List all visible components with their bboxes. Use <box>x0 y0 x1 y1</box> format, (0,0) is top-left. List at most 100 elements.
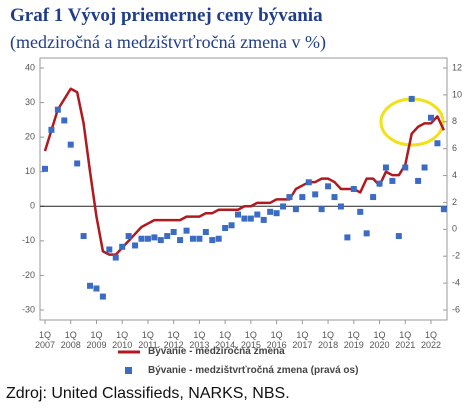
scatter-point <box>363 230 370 237</box>
y2-tick-label: 2 <box>452 197 457 207</box>
scatter-point <box>132 242 139 249</box>
y2-tick-label: 4 <box>452 170 457 180</box>
y-tick-label: -30 <box>22 304 35 314</box>
scatter-point <box>125 233 132 240</box>
scatter-point <box>151 234 158 241</box>
y2-tick-label: 6 <box>452 143 457 153</box>
x-tick-label: 1Q 2007 <box>34 330 56 350</box>
scatter-point <box>215 235 222 242</box>
scatter-point <box>389 177 396 184</box>
scatter-point <box>370 194 377 201</box>
scatter-point <box>61 117 68 124</box>
scatter-point <box>87 282 94 289</box>
y2-tick-label: 10 <box>452 89 462 99</box>
scatter-point <box>402 164 409 171</box>
x-tick-label: 1Q 2011 <box>138 330 158 350</box>
scatter-point <box>292 206 299 213</box>
scatter-point <box>74 160 81 167</box>
scatter-point <box>408 95 415 102</box>
x-tick-label: 1Q 2012 <box>163 330 184 350</box>
scatter-point <box>305 179 312 186</box>
scatter-point <box>350 186 357 192</box>
legend-label: Bývanie - medziročná zmena <box>148 346 285 357</box>
scatter-point <box>247 215 254 222</box>
x-tick-label: 1Q 2020 <box>369 330 390 350</box>
scatter-point <box>241 215 248 222</box>
scatter-point <box>170 229 177 236</box>
scatter-point <box>312 191 319 198</box>
y-tick-label: 40 <box>25 62 35 72</box>
scatter-point <box>189 235 196 242</box>
scatter-point <box>42 165 48 172</box>
scatter-point <box>164 233 171 240</box>
chart-title: Graf 1 Vývoj priemernej ceny bývania <box>10 5 323 26</box>
scatter-point <box>421 164 428 171</box>
scatter-point <box>331 194 338 201</box>
scatter-point <box>260 216 267 223</box>
scatter-point <box>202 229 209 236</box>
x-tick-label: 1Q 2014 <box>215 330 236 350</box>
y-tick-label: -10 <box>22 235 35 245</box>
x-tick-label: 1Q 2022 <box>420 330 442 350</box>
y2-tick-label: -6 <box>452 304 460 314</box>
scatter-point <box>286 194 293 201</box>
scatter-point <box>376 180 383 187</box>
x-tick-label: 1Q 2017 <box>292 330 313 350</box>
scatter-point <box>54 106 61 113</box>
scatter-point <box>267 208 274 215</box>
scatter-point <box>428 114 434 121</box>
scatter-point <box>382 164 389 171</box>
legend-marker <box>125 367 132 374</box>
scatter-point <box>395 233 402 240</box>
scatter-point <box>183 227 190 234</box>
x-tick-label: 1Q 2015 <box>240 330 261 350</box>
scatter-point <box>318 206 325 213</box>
y-tick-label: 30 <box>25 97 35 107</box>
legend-label: Bývanie - medzištvrťročná zmena (pravá o… <box>148 365 359 376</box>
x-tick-label: 1Q 2018 <box>318 330 339 350</box>
scatter-point <box>344 234 351 241</box>
scatter-point <box>48 126 55 133</box>
scatter-point <box>325 183 332 190</box>
scatter-point <box>280 203 287 210</box>
x-tick-label: 1Q 2009 <box>86 330 107 350</box>
chart-subtitle: (medziročná a medzištvrťročná zmena v %) <box>10 32 327 52</box>
scatter-point <box>112 254 119 261</box>
scatter-point <box>144 235 151 242</box>
scatter-point <box>80 233 87 240</box>
x-tick-label: 1Q 2021 <box>395 330 416 350</box>
y-tick-label: -20 <box>22 270 35 280</box>
source: Zdroj: United Classifieds, NARKS, NBS. <box>6 385 290 402</box>
scatter-point <box>138 235 145 242</box>
scatter-point <box>99 293 106 300</box>
scatter-point <box>337 203 344 210</box>
y-tick-label: 10 <box>25 166 35 176</box>
scatter-point <box>440 206 447 213</box>
scatter-point <box>299 194 306 201</box>
scatter-point <box>196 235 203 242</box>
scatter-point <box>157 237 164 244</box>
scatter-point <box>177 237 184 244</box>
x-tick-label: 1Q 2008 <box>60 330 81 350</box>
scatter-point <box>357 208 364 215</box>
x-tick-label: 1Q 2013 <box>189 330 210 350</box>
x-tick-label: 1Q 2010 <box>112 330 133 350</box>
scatter-point <box>235 211 241 218</box>
scatter-point <box>67 141 74 148</box>
scatter-point <box>209 237 216 244</box>
y2-tick-label: 12 <box>452 62 462 72</box>
plot-frame <box>39 57 448 321</box>
y2-tick-label: -4 <box>452 277 460 287</box>
scatter-point <box>228 222 235 229</box>
y2-tick-label: -2 <box>452 251 460 261</box>
x-tick-label: 1Q 2019 <box>343 330 364 350</box>
y-tick-label: 20 <box>25 132 35 142</box>
x-tick-label: 1Q 2016 <box>266 330 287 350</box>
scatter-point <box>222 224 229 231</box>
scatter-point <box>254 211 261 218</box>
scatter-point <box>273 210 280 217</box>
scatter-point <box>93 285 100 292</box>
scatter-point <box>434 140 441 147</box>
